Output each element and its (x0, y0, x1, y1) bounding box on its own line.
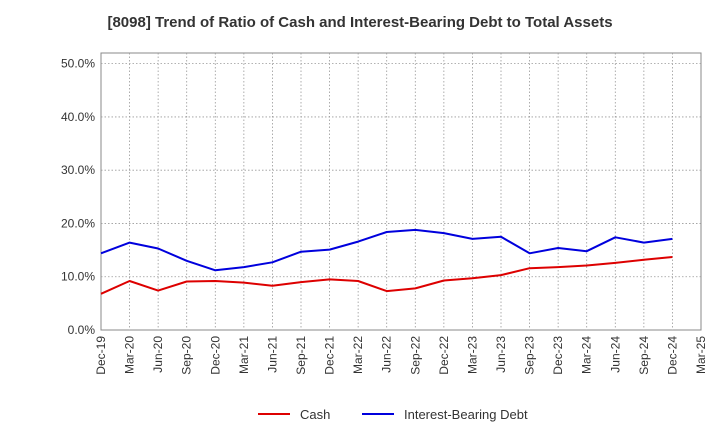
y-tick-label: 30.0% (61, 163, 95, 177)
y-tick-label: 40.0% (61, 110, 95, 124)
y-tick-label: 10.0% (61, 270, 95, 284)
x-tick-label: Sep-24 (637, 336, 651, 375)
plot-area (100, 52, 702, 331)
x-tick-label: Mar-24 (580, 336, 594, 374)
x-tick-label: Sep-23 (523, 336, 537, 375)
x-tick-label: Sep-20 (180, 336, 194, 375)
y-tick-label: 20.0% (61, 216, 95, 230)
x-tick-label: Dec-22 (437, 336, 451, 375)
grid-lines (101, 53, 701, 330)
x-tick-label: Mar-23 (465, 336, 479, 374)
legend-label-interest-bearing-debt: Interest-Bearing Debt (404, 407, 528, 422)
series-line-interest-bearing-debt (100, 228, 673, 272)
y-tick-label: 0.0% (68, 323, 96, 337)
x-tick-label: Dec-19 (94, 336, 108, 375)
x-tick-label: Jun-22 (380, 336, 394, 373)
x-tick-label: Dec-20 (208, 336, 222, 375)
x-tick-label: Dec-21 (323, 336, 337, 375)
x-axis-ticks: Dec-19 Mar-20 Jun-20 Sep-20 Dec-20 Mar-21 Jun-… (94, 336, 708, 375)
x-tick-label: Mar-25 (694, 336, 708, 374)
x-tick-label: Jun-23 (494, 336, 508, 373)
legend: Cash Interest-Bearing Debt (258, 407, 528, 422)
x-tick-label: Dec-24 (665, 336, 679, 375)
series-lines (100, 228, 673, 295)
y-tick-label: 50.0% (61, 57, 95, 71)
x-tick-label: Mar-21 (237, 336, 251, 374)
x-tick-label: Jun-20 (151, 336, 165, 373)
x-tick-label: Sep-22 (408, 336, 422, 375)
chart-title: [8098] Trend of Ratio of Cash and Intere… (107, 14, 613, 31)
x-tick-label: Jun-24 (608, 336, 622, 373)
x-tick-label: Jun-21 (265, 336, 279, 373)
x-tick-label: Mar-20 (123, 336, 137, 374)
x-tick-label: Sep-21 (294, 336, 308, 375)
series-line-cash (100, 256, 673, 295)
y-axis-ticks: 0.0% 10.0% 20.0% 30.0% 40.0% 50.0% (61, 57, 95, 337)
x-tick-label: Dec-23 (551, 336, 565, 375)
x-tick-label: Mar-22 (351, 336, 365, 374)
legend-label-cash: Cash (300, 407, 330, 422)
